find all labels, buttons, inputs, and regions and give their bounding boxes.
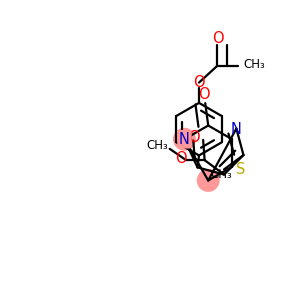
Text: O: O bbox=[212, 31, 224, 46]
Text: CH₃: CH₃ bbox=[243, 58, 265, 71]
Text: O: O bbox=[188, 130, 200, 145]
Text: N: N bbox=[179, 132, 190, 147]
Text: O: O bbox=[175, 152, 187, 166]
Text: O: O bbox=[193, 75, 205, 90]
Circle shape bbox=[197, 170, 219, 191]
Text: O: O bbox=[199, 87, 210, 102]
Text: S: S bbox=[236, 162, 245, 177]
Text: CH₃: CH₃ bbox=[210, 168, 232, 181]
Text: CH₃: CH₃ bbox=[146, 139, 168, 152]
Circle shape bbox=[174, 128, 195, 150]
Text: N: N bbox=[231, 122, 242, 137]
